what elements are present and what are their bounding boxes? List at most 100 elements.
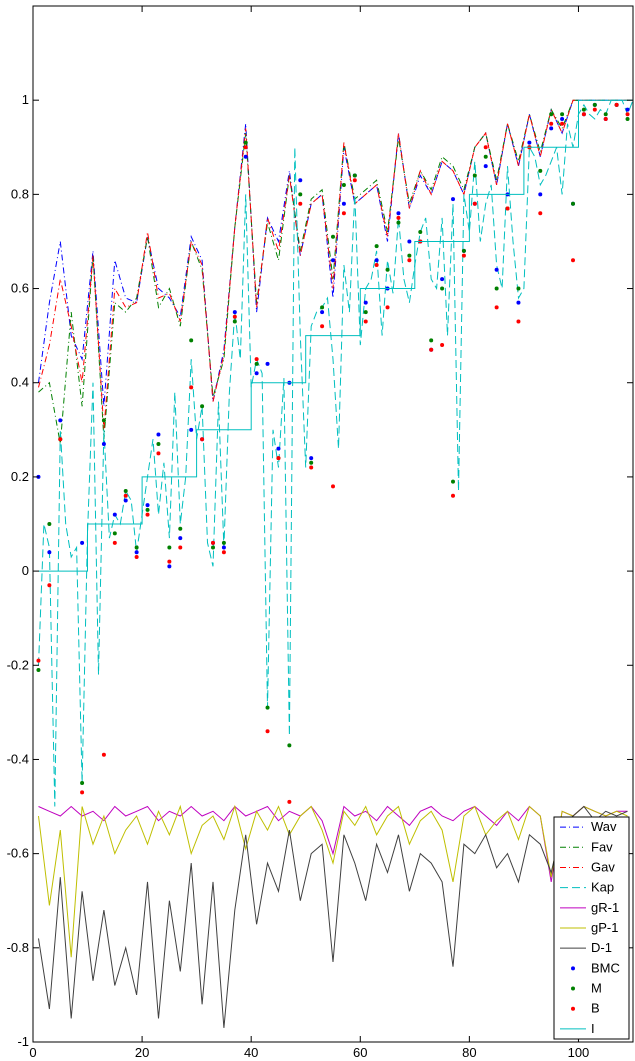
point-b [549, 121, 554, 126]
point-m [221, 540, 226, 545]
point-m [592, 102, 597, 107]
series-d-1-line [38, 805, 628, 1028]
point-b [221, 550, 226, 555]
point-m [603, 112, 608, 117]
point-m [80, 781, 85, 785]
x-tick-label: 20 [135, 1045, 149, 1060]
point-m [320, 305, 325, 310]
point-b [571, 258, 575, 263]
point-m [440, 286, 445, 291]
y-tick-label: 0.6 [11, 281, 29, 296]
point-bmc [494, 267, 499, 272]
y-tick-label: -0.2 [7, 657, 29, 672]
y-tick-label: -0.4 [7, 751, 29, 766]
point-m [112, 531, 117, 536]
point-b [374, 263, 379, 267]
point-b [516, 319, 521, 324]
point-b [189, 385, 194, 390]
point-m [200, 404, 205, 409]
series-layer [36, 99, 634, 1028]
point-bmc [320, 310, 325, 315]
point-m [352, 173, 357, 178]
point-bmc [538, 192, 543, 197]
point-b [603, 117, 608, 122]
y-tick-label: 0.4 [11, 375, 29, 390]
y-tick-label: -0.6 [7, 846, 29, 861]
point-bmc [58, 418, 63, 423]
point-m [385, 267, 390, 272]
legend-label-d-1: D-1 [591, 940, 612, 955]
point-b [101, 752, 106, 757]
point-b [200, 437, 205, 442]
y-tick-label: 1 [22, 92, 29, 107]
point-m [36, 667, 41, 672]
point-b [298, 201, 303, 206]
x-tick-label: 0 [29, 1045, 36, 1060]
point-bmc [276, 446, 281, 451]
point-b [276, 456, 281, 461]
point-m [156, 441, 161, 446]
point-bmc [156, 432, 161, 437]
point-m [123, 489, 128, 494]
legend-label-b: B [591, 1001, 600, 1016]
point-b [287, 799, 292, 804]
point-b [440, 343, 445, 348]
point-b [352, 178, 357, 183]
x-tick-label: 60 [353, 1045, 367, 1060]
point-bmc [440, 277, 445, 282]
point-m [363, 310, 368, 315]
point-m [538, 168, 543, 173]
legend-label-gp-1: gP-1 [591, 920, 618, 935]
point-bmc [221, 545, 226, 550]
point-bmc [407, 239, 412, 244]
point-b [461, 253, 466, 258]
point-b [156, 451, 161, 456]
legend-label-wav: Wav [591, 819, 617, 834]
point-m [287, 743, 292, 748]
x-axis: 0 20 40 60 80 100 [29, 6, 589, 1060]
point-m [625, 117, 630, 122]
x-tick-label: 100 [568, 1045, 590, 1060]
point-m [134, 545, 139, 550]
point-b [232, 314, 237, 319]
point-b [309, 465, 314, 470]
point-m [101, 418, 106, 423]
point-bmc [516, 300, 521, 305]
point-bmc [560, 117, 565, 122]
point-m [309, 460, 314, 465]
point-bmc [123, 498, 128, 503]
point-b [331, 484, 335, 489]
point-b [243, 145, 248, 150]
point-m [461, 248, 466, 253]
point-m [581, 107, 586, 112]
series-wav-line [38, 99, 628, 407]
legend-marker-b [571, 1006, 575, 1011]
point-bmc [331, 258, 335, 263]
legend-label-i: I [591, 1021, 595, 1036]
point-b [123, 493, 128, 498]
point-bmc [374, 258, 379, 263]
point-bmc [363, 300, 368, 305]
point-m [331, 234, 335, 239]
point-b [363, 319, 368, 324]
point-m [483, 154, 488, 159]
point-bmc [47, 550, 52, 555]
series-b-markers [36, 102, 630, 804]
point-bmc [189, 427, 194, 432]
point-m [47, 522, 52, 526]
point-m [145, 507, 150, 512]
point-b [592, 107, 597, 112]
point-m [341, 182, 346, 187]
point-bmc [145, 503, 150, 508]
point-m [232, 319, 237, 324]
point-b [483, 145, 488, 150]
point-b [145, 512, 150, 517]
point-bmc [341, 201, 346, 206]
point-bmc [243, 154, 248, 159]
legend-label-gav: Gav [591, 859, 615, 874]
point-m [189, 338, 194, 343]
point-bmc [167, 564, 172, 569]
point-b [385, 305, 390, 310]
point-m [494, 286, 499, 291]
point-bmc [265, 361, 270, 366]
